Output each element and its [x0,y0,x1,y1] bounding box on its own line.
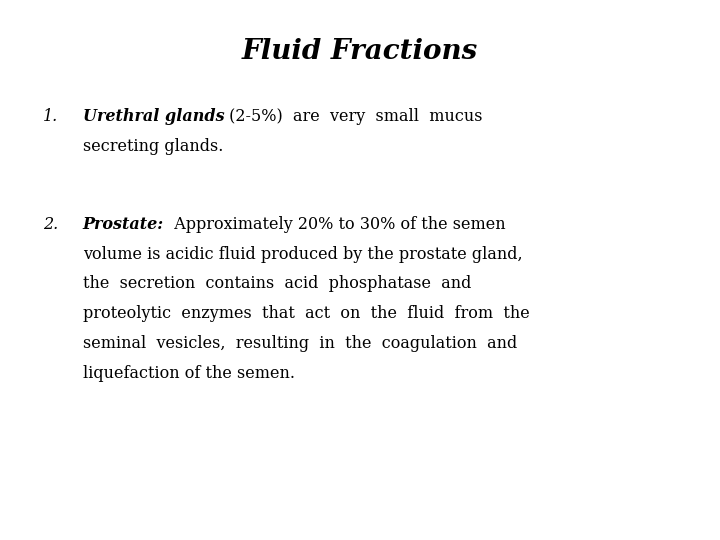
Text: volume is acidic fluid produced by the prostate gland,: volume is acidic fluid produced by the p… [83,246,523,262]
Text: Fluid Fractions: Fluid Fractions [242,38,478,65]
Text: Approximately 20% to 30% of the semen: Approximately 20% to 30% of the semen [164,216,505,233]
Text: Urethral glands: Urethral glands [83,108,225,125]
Text: proteolytic  enzymes  that  act  on  the  fluid  from  the: proteolytic enzymes that act on the flui… [83,305,529,322]
Text: seminal  vesicles,  resulting  in  the  coagulation  and: seminal vesicles, resulting in the coagu… [83,335,517,352]
Text: liquefaction of the semen.: liquefaction of the semen. [83,364,294,381]
Text: the  secretion  contains  acid  phosphatase  and: the secretion contains acid phosphatase … [83,275,471,292]
Text: 1.: 1. [43,108,58,125]
Text: (2-5%)  are  very  small  mucus: (2-5%) are very small mucus [225,108,483,125]
Text: secreting glands.: secreting glands. [83,138,223,154]
Text: Prostate:: Prostate: [83,216,164,233]
Text: 2.: 2. [43,216,58,233]
